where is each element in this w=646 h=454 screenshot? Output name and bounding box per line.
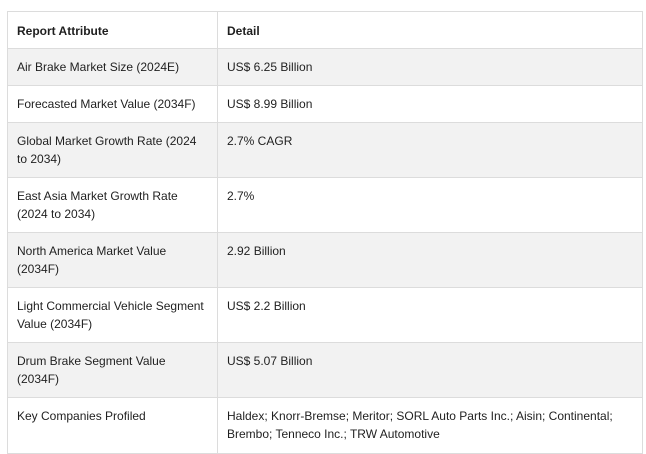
attribute-cell: Drum Brake Segment Value (2034F) (7, 342, 218, 398)
report-attributes-table: Report Attribute Detail Air Brake Market… (7, 11, 643, 454)
table-row: North America Market Value (2034F) 2.92 … (7, 232, 643, 288)
table-row: Key Companies Profiled Haldex; Knorr-Bre… (7, 397, 643, 454)
table-row: East Asia Market Growth Rate (2024 to 20… (7, 177, 643, 233)
detail-cell: 2.7% (217, 177, 643, 233)
attribute-cell: Forecasted Market Value (2034F) (7, 85, 218, 123)
detail-cell: US$ 2.2 Billion (217, 287, 643, 343)
attribute-cell: North America Market Value (2034F) (7, 232, 218, 288)
detail-cell: 2.7% CAGR (217, 122, 643, 178)
attribute-cell: Light Commercial Vehicle Segment Value (… (7, 287, 218, 343)
detail-cell: US$ 8.99 Billion (217, 85, 643, 123)
attribute-cell: East Asia Market Growth Rate (2024 to 20… (7, 177, 218, 233)
header-report-attribute: Report Attribute (7, 11, 218, 49)
table-row: Global Market Growth Rate (2024 to 2034)… (7, 122, 643, 178)
table-row: Air Brake Market Size (2024E) US$ 6.25 B… (7, 48, 643, 86)
detail-cell: 2.92 Billion (217, 232, 643, 288)
detail-cell: Haldex; Knorr-Bremse; Meritor; SORL Auto… (217, 397, 643, 454)
detail-cell: US$ 6.25 Billion (217, 48, 643, 86)
report-table-container: Report Attribute Detail Air Brake Market… (7, 11, 643, 454)
detail-cell: US$ 5.07 Billion (217, 342, 643, 398)
table-row: Drum Brake Segment Value (2034F) US$ 5.0… (7, 342, 643, 398)
header-detail: Detail (217, 11, 643, 49)
table-row: Light Commercial Vehicle Segment Value (… (7, 287, 643, 343)
attribute-cell: Key Companies Profiled (7, 397, 218, 454)
attribute-cell: Global Market Growth Rate (2024 to 2034) (7, 122, 218, 178)
table-row: Forecasted Market Value (2034F) US$ 8.99… (7, 85, 643, 123)
table-header-row: Report Attribute Detail (7, 11, 643, 49)
attribute-cell: Air Brake Market Size (2024E) (7, 48, 218, 86)
